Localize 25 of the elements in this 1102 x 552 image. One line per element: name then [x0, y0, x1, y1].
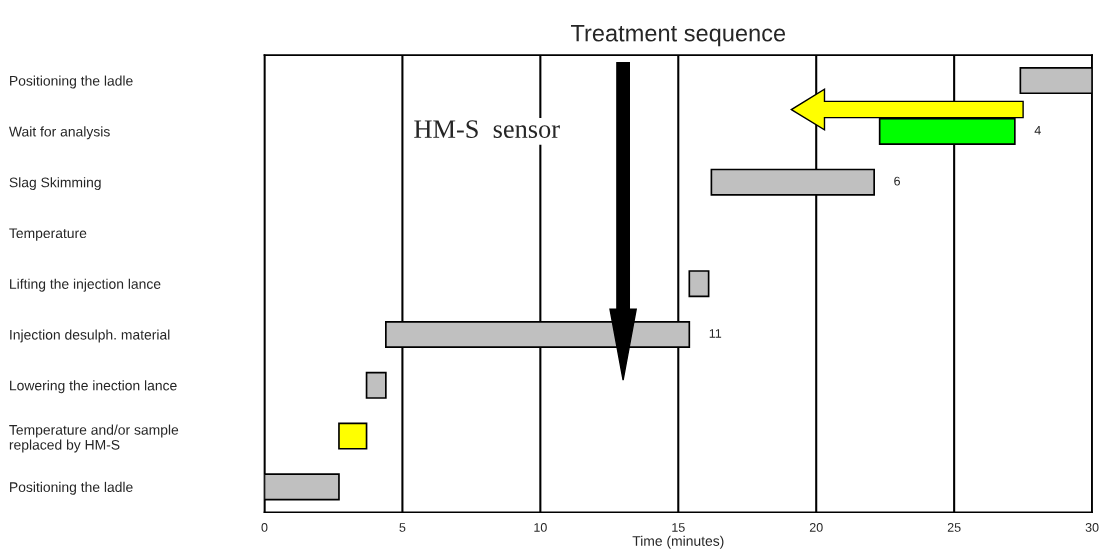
x-tick-label: 30 [1085, 523, 1099, 532]
x-tick-label: 0 [261, 523, 268, 532]
x-tick-label: 25 [947, 523, 961, 532]
data-label: 6 [894, 176, 900, 186]
bar [365, 371, 387, 399]
x-axis-title: Time (minutes) [632, 535, 724, 549]
x-tick-label: 15 [672, 523, 685, 532]
y-tick-label: Lowering the inection lance [10, 380, 177, 394]
y-tick-label: Temperature [9, 228, 87, 241]
y-tick-label: Positioning the ladle [10, 75, 133, 89]
y-tick-label: Slag Skimming [9, 177, 101, 191]
annotation: HM-S sensor [414, 120, 560, 138]
y-tick-label: Lifting the injection lance [10, 278, 161, 292]
y-tick-label: Temperature and/or sample replaced by HM-S [9, 424, 179, 453]
bar [688, 270, 710, 298]
data-label: 11 [709, 329, 722, 338]
x-tick-label: 5 [399, 523, 406, 532]
x-tick-label: 10 [534, 523, 547, 532]
y-tick-label: Positioning the ladle [10, 481, 133, 495]
y-tick-label: Injection desulph. material [10, 329, 170, 343]
annotation: 4 [1034, 126, 1041, 135]
chart-title: Treatment sequence [570, 25, 786, 47]
x-tick-label: 20 [809, 523, 823, 532]
y-tick-label: Wait for analysis [8, 126, 110, 140]
bar [338, 422, 368, 450]
